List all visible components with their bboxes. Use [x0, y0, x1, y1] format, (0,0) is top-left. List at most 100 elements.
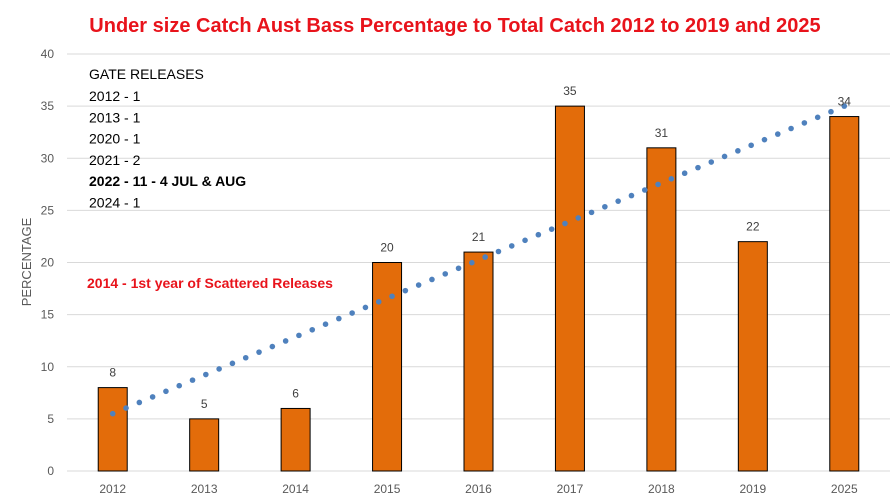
y-axis-label: PERCENTAGE — [19, 217, 34, 306]
trendline-dot — [801, 120, 808, 126]
trendline-dot — [362, 304, 369, 311]
scattered-releases-note: 2014 - 1st year of Scattered Releases — [87, 275, 333, 291]
trendline-dot — [336, 315, 342, 322]
y-axis-ticks: 0 5 10 15 20 25 30 35 40 — [41, 47, 55, 478]
bar-2016 — [463, 251, 494, 472]
y-tick-label: 35 — [41, 99, 55, 113]
x-tick-label: 2016 — [465, 482, 492, 496]
x-tick-label: 2013 — [191, 482, 218, 496]
trendline-dot — [708, 159, 715, 165]
bar-2025 — [829, 116, 860, 472]
trendline-dot — [535, 231, 542, 238]
trendline-dot — [735, 148, 741, 154]
trendline-dot — [602, 203, 608, 210]
trendline-dot — [136, 399, 143, 406]
gate-releases-note: GATE RELEASES 2012 - 1 2013 - 1 2020 - 1 20… — [89, 66, 246, 211]
trendline-dot — [389, 293, 395, 300]
trendline-dot — [256, 349, 262, 355]
trendline-dot — [442, 271, 449, 277]
trendline-dot — [495, 248, 502, 255]
trendline-dot — [216, 366, 222, 372]
trendline-dot — [109, 410, 116, 417]
gate-releases-title: GATE RELEASES — [89, 66, 204, 82]
trendline-dot — [828, 108, 834, 115]
bar-2014 — [280, 407, 311, 472]
trendline-dot — [774, 131, 781, 137]
trendline-dot — [628, 192, 635, 199]
gate-release-line: 2024 - 1 — [89, 195, 141, 211]
bar-2013 — [189, 418, 220, 472]
x-axis-ticks: 2012 2013 2014 2015 2016 2017 2018 2019 2025 — [99, 482, 858, 496]
data-label: 6 — [292, 386, 299, 400]
x-tick-label: 2015 — [374, 482, 401, 496]
trendline-dot — [761, 136, 768, 143]
y-tick-label: 20 — [41, 256, 55, 270]
trendline-dot — [375, 299, 382, 305]
trendline-dot — [163, 388, 169, 395]
bar-2017 — [554, 105, 585, 472]
y-tick-label: 25 — [41, 203, 55, 217]
x-tick-label: 2025 — [831, 482, 858, 496]
data-label: 20 — [380, 241, 394, 255]
trendline-dot — [841, 103, 848, 109]
gate-release-line: 2012 - 1 — [89, 88, 141, 104]
gate-release-line: 2022 - 11 - 4 JUL & AUG — [89, 173, 246, 189]
trendline-dot — [814, 114, 821, 121]
trendline-dot — [681, 170, 688, 177]
trendline-dot — [748, 142, 754, 149]
trendline-dot — [269, 343, 276, 350]
trendline-dot — [349, 310, 355, 316]
trendline-dot — [123, 405, 129, 411]
trendline-dot — [229, 360, 236, 367]
bar-2012 — [97, 387, 128, 472]
trendline-dot — [655, 181, 661, 188]
trendline-dot — [282, 338, 289, 344]
data-label: 5 — [201, 397, 208, 411]
bar-2018 — [646, 147, 677, 472]
trendline-dot — [522, 237, 528, 244]
data-label: 35 — [563, 84, 577, 98]
trendline-dot — [455, 265, 462, 272]
trendline-dot — [788, 125, 794, 132]
x-tick-label: 2018 — [648, 482, 675, 496]
x-tick-label: 2014 — [282, 482, 309, 496]
gate-release-line: 2020 - 1 — [89, 131, 141, 147]
data-label: 8 — [109, 366, 116, 380]
y-tick-label: 30 — [41, 151, 55, 165]
gate-release-line: 2021 - 2 — [89, 152, 141, 168]
trendline-dot — [402, 287, 409, 294]
trendline — [109, 103, 848, 417]
data-label: 22 — [746, 220, 760, 234]
trendline-dot — [562, 220, 568, 227]
data-label: 21 — [472, 230, 486, 244]
trendline-dot — [508, 243, 515, 249]
gate-release-line: 2013 - 1 — [89, 109, 141, 125]
trendline-dot — [641, 187, 648, 193]
y-tick-label: 40 — [41, 47, 55, 61]
y-tick-label: 10 — [41, 360, 55, 374]
trendline-dot — [721, 153, 728, 160]
x-tick-label: 2019 — [739, 482, 766, 496]
data-label: 34 — [838, 95, 852, 109]
bars — [97, 105, 860, 472]
trendline-dot — [429, 276, 435, 283]
chart-title: Under size Catch Aust Bass Percentage to… — [89, 15, 820, 37]
trendline-dot — [615, 198, 621, 204]
trendline-dot — [695, 164, 701, 171]
trendline-dot — [469, 259, 475, 266]
trendline-dot — [296, 332, 302, 339]
bar-2019 — [737, 241, 768, 472]
data-label: 31 — [655, 126, 669, 140]
trendline-dot — [548, 226, 555, 232]
x-tick-label: 2017 — [557, 482, 584, 496]
trendline-dot — [588, 209, 595, 216]
data-labels: 8 5 6 20 21 35 31 22 34 — [109, 84, 851, 411]
trendline-dot — [203, 371, 209, 378]
trendline-dot — [575, 215, 582, 221]
trendline-dot — [668, 176, 675, 182]
trendline-dot — [482, 254, 488, 260]
y-tick-label: 15 — [41, 308, 55, 322]
trendline-dot — [176, 382, 183, 389]
bar-2015 — [372, 262, 403, 472]
